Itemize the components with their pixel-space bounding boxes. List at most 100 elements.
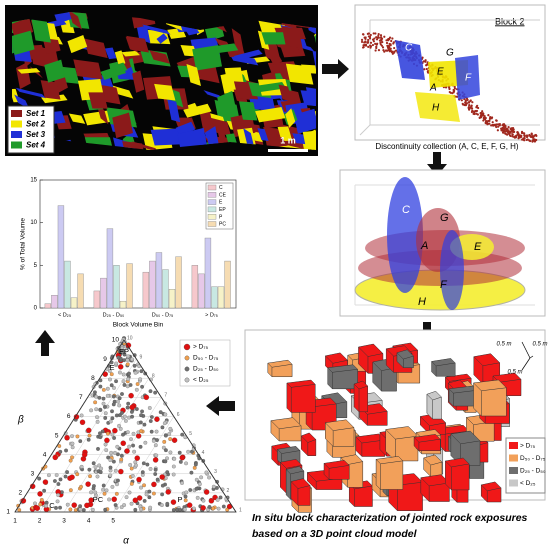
point-texture bbox=[165, 489, 171, 495]
arrow-left bbox=[206, 396, 235, 416]
cloud-patch bbox=[199, 108, 214, 134]
facet-h bbox=[415, 92, 460, 122]
point-texture bbox=[117, 396, 122, 401]
point-texture bbox=[125, 405, 130, 410]
point-texture bbox=[172, 456, 177, 461]
bottom-tick-label: 3 bbox=[62, 518, 66, 525]
point-texture bbox=[221, 504, 226, 509]
point-texture bbox=[109, 383, 114, 388]
point-texture bbox=[117, 423, 121, 428]
point bbox=[501, 131, 505, 134]
point-texture bbox=[207, 475, 211, 480]
point-texture bbox=[178, 459, 183, 464]
point-texture bbox=[148, 389, 153, 394]
point-texture bbox=[110, 484, 115, 489]
point-texture bbox=[81, 508, 86, 512]
point bbox=[360, 40, 364, 44]
point bbox=[463, 103, 467, 106]
cloud-patch bbox=[175, 121, 196, 136]
point-texture bbox=[103, 442, 108, 447]
block bbox=[385, 426, 419, 462]
bottom-tick-label: 5 bbox=[111, 518, 115, 525]
point-texture bbox=[110, 409, 114, 414]
point bbox=[506, 128, 509, 131]
bar bbox=[100, 277, 107, 309]
point-texture bbox=[81, 451, 88, 458]
point-texture bbox=[119, 457, 124, 462]
point-texture bbox=[95, 419, 100, 424]
point-texture bbox=[113, 468, 118, 473]
point-texture bbox=[47, 473, 51, 478]
legend-swatch bbox=[509, 479, 518, 487]
point bbox=[469, 106, 472, 109]
point bbox=[421, 56, 424, 59]
point-texture bbox=[148, 419, 153, 423]
point-texture bbox=[170, 499, 177, 505]
point-texture bbox=[186, 502, 193, 508]
point-texture bbox=[103, 507, 108, 512]
point bbox=[480, 112, 483, 115]
point-texture bbox=[218, 495, 223, 500]
right-tick-label: 6 bbox=[177, 412, 180, 418]
axis-stub bbox=[521, 341, 531, 359]
y-axis-label: % of Total Volume bbox=[20, 218, 27, 270]
point-texture bbox=[108, 465, 113, 470]
axis-stub bbox=[529, 355, 534, 359]
point-texture bbox=[179, 455, 185, 461]
plane-f bbox=[440, 230, 464, 310]
point-texture bbox=[108, 419, 113, 424]
point-texture bbox=[99, 466, 104, 471]
right-tick-label: 3 bbox=[214, 469, 217, 475]
point bbox=[523, 136, 526, 140]
left-tick-label: 7 bbox=[79, 394, 83, 401]
point-texture bbox=[182, 507, 187, 512]
left-tick-label: 1 bbox=[6, 509, 10, 516]
point-texture bbox=[127, 371, 131, 376]
point-texture bbox=[98, 435, 103, 440]
point bbox=[383, 35, 386, 38]
point bbox=[423, 68, 426, 71]
point bbox=[534, 133, 537, 137]
point bbox=[380, 44, 383, 47]
legend-label: > D₇₅ bbox=[193, 344, 209, 351]
cloud-patch bbox=[31, 19, 51, 43]
point-texture bbox=[201, 498, 206, 503]
point bbox=[534, 139, 537, 142]
point-texture bbox=[121, 372, 126, 377]
legend-marker bbox=[184, 355, 190, 361]
left-tick-label: 6 bbox=[67, 413, 71, 420]
point-texture bbox=[113, 503, 118, 507]
block bbox=[300, 432, 317, 456]
point bbox=[369, 44, 372, 47]
point bbox=[390, 39, 393, 43]
point-texture bbox=[134, 463, 138, 468]
point bbox=[529, 135, 532, 138]
point-texture bbox=[129, 410, 134, 414]
point-texture bbox=[120, 411, 124, 415]
point-texture bbox=[37, 476, 42, 481]
point-texture bbox=[164, 448, 168, 453]
point-texture bbox=[130, 474, 135, 478]
point-texture bbox=[79, 419, 86, 425]
point-texture bbox=[120, 440, 126, 446]
axis-label: 0.5 m bbox=[507, 370, 522, 376]
facet-label: G bbox=[446, 48, 454, 59]
bottom-tick-label: 2 bbox=[38, 518, 42, 525]
point-texture bbox=[129, 404, 135, 410]
point-texture bbox=[65, 502, 70, 507]
cloud-patch bbox=[256, 81, 287, 92]
point-texture bbox=[58, 505, 62, 510]
cloud-patch bbox=[44, 59, 66, 83]
point-texture bbox=[90, 507, 95, 512]
point bbox=[522, 132, 525, 135]
block bbox=[375, 456, 404, 490]
point-texture bbox=[44, 504, 49, 508]
point bbox=[468, 108, 471, 111]
point bbox=[389, 47, 392, 50]
cloud-patch bbox=[238, 101, 258, 121]
point bbox=[381, 40, 384, 44]
bar bbox=[119, 300, 127, 309]
facet-label: H bbox=[432, 103, 440, 114]
point-texture bbox=[89, 408, 94, 413]
point bbox=[471, 101, 474, 104]
